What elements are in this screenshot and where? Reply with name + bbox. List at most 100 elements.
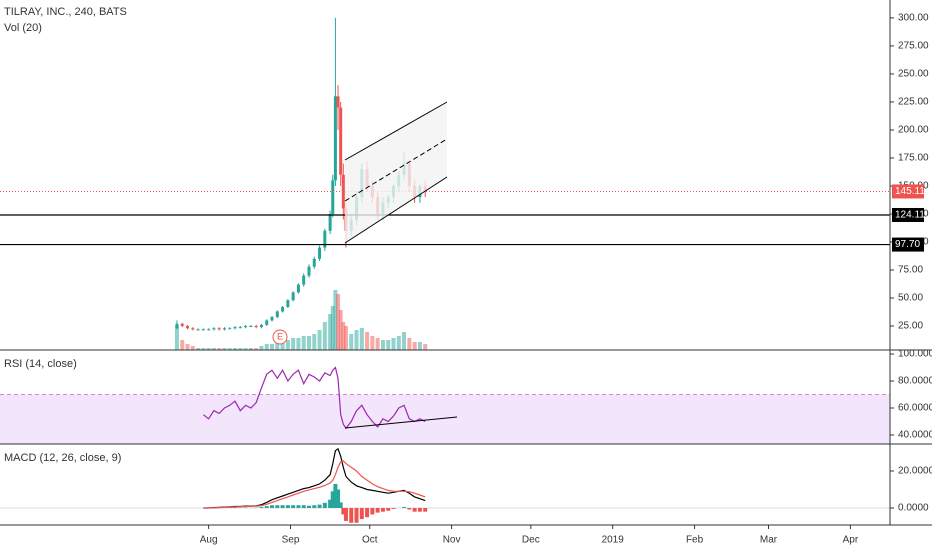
volume-bar — [217, 348, 222, 350]
candle-body — [196, 329, 200, 331]
candle-body — [259, 324, 263, 328]
histogram-bar — [306, 505, 311, 508]
histogram-bar — [270, 505, 275, 508]
y-tick-label: 275.00 — [898, 41, 929, 52]
histogram-bar — [291, 505, 296, 508]
rsi-trend-line — [344, 416, 458, 429]
volume-bar — [423, 344, 428, 350]
volume-bar — [206, 348, 211, 350]
volume-bar — [174, 326, 179, 350]
volume-bar — [211, 348, 216, 350]
rsi-line — [203, 366, 426, 430]
candle-body — [291, 292, 295, 301]
channel-fill — [345, 102, 447, 243]
histogram-bar — [322, 502, 327, 508]
histogram-bar — [407, 507, 412, 510]
histogram-bar — [275, 505, 280, 508]
y-tick-label: 25.00 — [898, 321, 923, 332]
histogram-bar — [402, 507, 407, 508]
candle-body — [249, 326, 253, 328]
candle-body — [180, 323, 184, 327]
earnings-label[interactable]: E — [277, 331, 283, 341]
histogram-bar — [359, 507, 364, 520]
volume-bar — [343, 326, 348, 350]
histogram-bar — [285, 505, 290, 508]
volume-bar — [185, 344, 190, 350]
x-tick-label: Sep — [282, 535, 300, 546]
candle-body — [328, 213, 332, 231]
volume-bar — [330, 306, 335, 350]
histogram-bar — [375, 507, 380, 513]
volume-bar — [306, 336, 311, 350]
histogram-bar — [301, 505, 306, 508]
volume-bar — [275, 342, 280, 350]
volume-bar — [312, 334, 317, 350]
x-tick-label: Oct — [362, 535, 378, 546]
volume-bar — [333, 290, 338, 350]
volume-bar — [296, 338, 301, 350]
histogram-bar — [380, 507, 385, 512]
volume-bar — [227, 348, 232, 350]
histogram-bar — [317, 504, 322, 508]
rsi-band — [0, 394, 890, 444]
x-tick-label: 2019 — [602, 535, 625, 546]
candle-body — [238, 327, 242, 329]
volume-bar — [280, 340, 285, 350]
histogram-bar — [264, 506, 269, 508]
histogram-bar — [412, 507, 417, 512]
volume-bar — [359, 328, 364, 350]
volume-bar — [407, 338, 412, 350]
channel-mid-line — [344, 138, 448, 202]
y-tick-label: 60.0000 — [898, 403, 932, 414]
histogram-bar — [391, 507, 396, 509]
histogram-bar — [343, 507, 348, 521]
volume-bar — [375, 338, 380, 350]
histogram-bar — [333, 483, 338, 508]
volume-bar — [317, 330, 322, 350]
last-price-label: 145.11 — [895, 186, 925, 197]
histogram-bar — [328, 499, 333, 508]
volume-bar — [417, 342, 422, 350]
earnings-marker[interactable] — [272, 329, 288, 345]
x-tick-label: Nov — [443, 535, 461, 546]
volume-bar — [301, 336, 306, 350]
x-tick-label: Aug — [200, 535, 218, 546]
candle-body — [336, 96, 340, 108]
candle-body — [244, 326, 248, 328]
volume-bar — [196, 348, 201, 350]
candle-body — [207, 329, 211, 331]
volume-bar — [180, 340, 185, 350]
volume-bar — [190, 346, 195, 350]
channel-line — [344, 101, 448, 161]
histogram-bar — [259, 507, 264, 508]
channel-line — [344, 176, 448, 244]
y-tick-label: 40.0000 — [898, 430, 932, 441]
level-label: 124.11 — [895, 210, 925, 221]
volume-bar — [354, 330, 359, 350]
volume-bar — [238, 348, 243, 350]
candle-body — [275, 311, 279, 318]
volume-bar — [322, 322, 327, 350]
x-tick-label: Apr — [843, 535, 859, 546]
candle-body — [286, 300, 290, 307]
histogram-bar — [296, 505, 301, 508]
histogram-bar — [341, 507, 346, 515]
volume-bar — [233, 348, 238, 350]
candle-body — [186, 326, 190, 329]
histogram-bar — [386, 507, 391, 511]
candle-body — [333, 96, 337, 181]
y-tick-label: 100.0000 — [898, 349, 932, 360]
histogram-bar — [365, 507, 370, 518]
volume-bar — [248, 348, 253, 350]
volume-bar — [243, 348, 248, 350]
volume-bar — [402, 332, 407, 350]
y-tick-label: 175.00 — [898, 153, 929, 164]
candle-body — [323, 230, 327, 248]
histogram-bar — [417, 507, 422, 512]
histogram-bar — [423, 507, 428, 512]
candle-body — [341, 174, 345, 209]
x-tick-label: Feb — [686, 535, 704, 546]
candle-body — [270, 317, 274, 321]
